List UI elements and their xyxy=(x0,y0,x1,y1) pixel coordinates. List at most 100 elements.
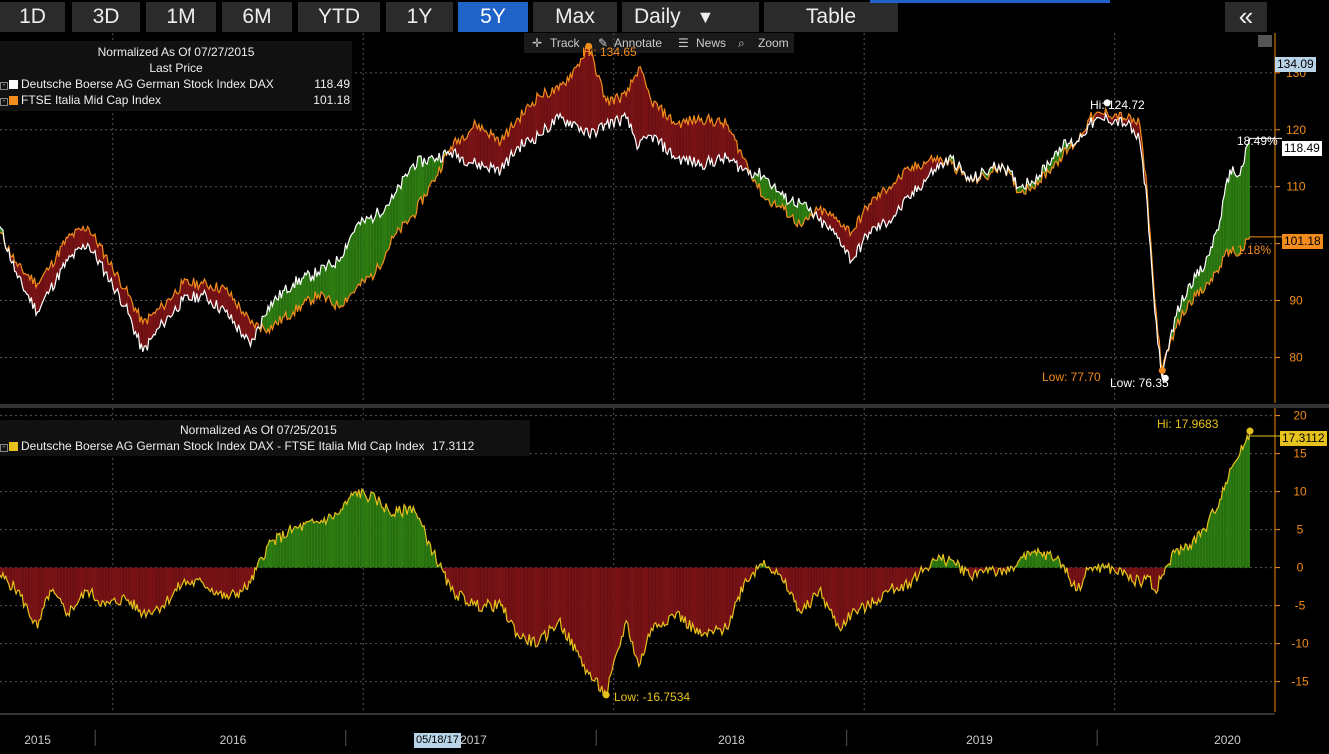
spread-area-segment xyxy=(713,567,715,634)
spread-fill-segment xyxy=(144,318,146,347)
spread-area-segment xyxy=(800,567,802,614)
spread-area-segment xyxy=(495,567,497,609)
spread-fill-segment xyxy=(1218,220,1220,273)
x-tick-label-2016: 2016 xyxy=(220,733,247,747)
spread-area-segment xyxy=(293,526,295,568)
legend-item-dax[interactable]: + Deutsche Boerse AG German Stock Index D… xyxy=(0,76,352,92)
period-1m-button[interactable]: 1M xyxy=(146,2,216,32)
spread-area-segment xyxy=(269,540,271,568)
spread-area-segment xyxy=(189,567,191,585)
spread-area-segment xyxy=(355,491,358,568)
legend-item-spread[interactable]: + Deutsche Boerse AG German Stock Index D… xyxy=(0,438,530,454)
spread-area-segment xyxy=(645,567,647,651)
spread-fill-segment xyxy=(876,191,879,231)
spread-fill-segment xyxy=(366,216,369,278)
spread-area-segment xyxy=(607,567,610,693)
spread-fill-segment xyxy=(705,117,708,167)
spread-area-segment xyxy=(1189,544,1192,568)
spread-area-segment xyxy=(626,567,628,624)
spread-fill-segment xyxy=(322,265,325,296)
collapse-icon[interactable]: « xyxy=(1225,2,1267,32)
spread-area-segment xyxy=(795,567,798,611)
spread-fill-segment xyxy=(530,102,533,143)
spread-area-segment xyxy=(138,567,140,612)
spread-fill-segment xyxy=(170,298,173,318)
spread-area-segment xyxy=(198,567,200,580)
spread-area-segment xyxy=(1200,530,1202,568)
frequency-dropdown[interactable]: Daily ▼ xyxy=(622,2,759,32)
spread-fill-segment xyxy=(145,319,148,351)
period-6m-button[interactable]: 6M xyxy=(222,2,292,32)
spread-area-segment xyxy=(484,567,487,607)
spread-area-segment xyxy=(240,567,242,592)
spread-area-segment xyxy=(565,567,568,641)
spread-fill-segment xyxy=(134,308,136,335)
spread-area-segment xyxy=(1148,567,1151,577)
spread-fill-segment xyxy=(683,119,686,161)
spread-area-segment xyxy=(66,567,68,616)
spread-fill-segment xyxy=(478,124,481,170)
spread-fill-segment xyxy=(45,267,47,296)
spread-area-segment xyxy=(431,552,434,568)
spread-fill-segment xyxy=(667,115,669,155)
news-button[interactable]: News xyxy=(696,36,727,50)
table-button[interactable]: Table xyxy=(764,2,898,32)
spread-fill-segment xyxy=(419,155,422,200)
expand-icon[interactable]: + xyxy=(0,82,8,90)
spread-fill-segment xyxy=(327,260,329,298)
spread-fill-segment xyxy=(1096,112,1099,118)
spread-area-segment xyxy=(730,567,733,618)
spread-area-segment xyxy=(228,567,230,599)
annotate-button[interactable]: Annotate xyxy=(614,36,663,50)
period-ytd-button[interactable]: YTD xyxy=(298,2,380,32)
expand-icon[interactable]: + xyxy=(0,98,8,106)
spread-fill-segment xyxy=(483,129,485,168)
spread-area-segment xyxy=(369,492,372,568)
spread-area-segment xyxy=(1174,548,1177,568)
spread-area-segment xyxy=(571,567,574,651)
spread-fill-segment xyxy=(360,217,362,286)
spread-area-segment xyxy=(594,567,596,682)
expand-icon[interactable]: + xyxy=(0,444,8,452)
spread-area-segment xyxy=(600,567,602,692)
spread-area-segment xyxy=(45,567,47,600)
bottom-spread-fill xyxy=(0,431,1250,696)
period-5y-button[interactable]: 5Y xyxy=(458,2,528,32)
spread-area-segment xyxy=(131,567,133,610)
spread-area-segment xyxy=(826,567,829,608)
spread-area-segment xyxy=(472,567,475,605)
spread-area-segment xyxy=(1133,567,1136,586)
axis-tag-dax: 118.49 xyxy=(1282,141,1322,156)
spread-area-segment xyxy=(459,567,462,592)
spread-area-segment xyxy=(702,567,705,636)
spread-fill-segment xyxy=(918,164,920,190)
spread-area-segment xyxy=(405,506,408,568)
spread-area-segment xyxy=(829,567,832,611)
spread-area-segment xyxy=(352,492,355,568)
spread-fill-segment xyxy=(69,233,71,257)
spread-fill-segment xyxy=(481,125,484,166)
spread-area-segment xyxy=(819,567,821,591)
period-1y-button[interactable]: 1Y xyxy=(386,2,453,32)
spread-fill-segment xyxy=(480,125,482,170)
spread-fill-segment xyxy=(691,120,693,166)
spread-area-segment xyxy=(284,537,286,568)
spread-fill-segment xyxy=(887,186,890,225)
spread-area-segment xyxy=(726,567,728,630)
period-3d-button[interactable]: 3D xyxy=(72,2,140,32)
period-max-button[interactable]: Max xyxy=(533,2,617,32)
track-button[interactable]: Track xyxy=(550,36,580,50)
period-1d-button[interactable]: 1D xyxy=(0,2,65,32)
spread-fill-segment xyxy=(161,302,163,324)
legend-value-dax: 118.49 xyxy=(314,77,350,91)
spread-area-segment xyxy=(304,521,307,568)
zoom-button[interactable]: Zoom xyxy=(758,36,789,50)
spread-area-segment xyxy=(407,506,409,568)
spread-area-segment xyxy=(26,567,29,612)
spread-area-segment xyxy=(843,567,846,626)
legend-item-ftse[interactable]: + FTSE Italia Mid Cap Index 101.18 xyxy=(0,92,352,108)
spread-fill-segment xyxy=(287,291,289,320)
spread-fill-segment xyxy=(702,123,705,170)
spread-fill-segment xyxy=(248,318,251,347)
